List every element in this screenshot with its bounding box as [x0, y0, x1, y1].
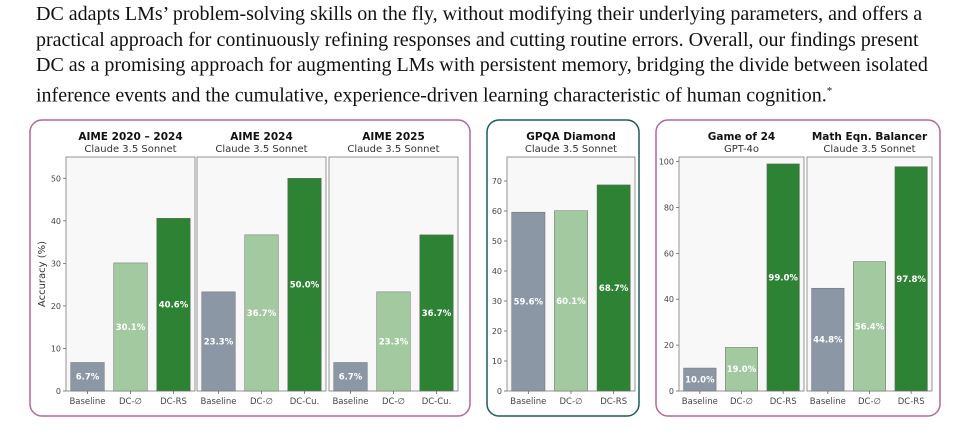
paragraph-text: DC adapts LMs’ problem-solving skills on… — [36, 3, 928, 107]
bar-baseline — [811, 287, 845, 392]
y-axis-label: Accuracy (%) — [37, 241, 48, 307]
bar-baseline — [201, 291, 236, 392]
bar-value-label: 36.7% — [247, 309, 277, 319]
bar-value-label: 40.6% — [159, 301, 189, 311]
chart-subtitle: Claude 3.5 Sonnet — [525, 144, 617, 155]
bar-dc- — [244, 234, 279, 392]
chart-title: Game of 24 — [708, 131, 775, 143]
chart-subtitle: Claude 3.5 Sonnet — [84, 144, 176, 155]
group-box-puzzle — [655, 119, 941, 417]
footnote-marker: * — [826, 84, 833, 97]
bar-value-label: 19.0% — [727, 365, 757, 375]
y-tick-label: 30 — [492, 297, 502, 306]
y-tick-label: 50 — [51, 174, 61, 183]
group-box-gpqa — [486, 119, 640, 417]
x-tick-label: DC-∅ — [560, 397, 583, 407]
x-tick-label: DC-Cu. — [290, 397, 320, 407]
bar-dc-rs — [596, 184, 631, 392]
x-tick-label: Baseline — [200, 397, 236, 407]
y-tick-label: 100 — [659, 158, 674, 167]
x-tick-label: DC-RS — [770, 397, 797, 407]
y-tick-label: 40 — [51, 217, 61, 226]
bar-value-label: 23.3% — [379, 337, 409, 347]
y-tick-label: 10 — [51, 344, 61, 353]
bar-dc- — [853, 261, 886, 392]
bar-value-label: 44.8% — [813, 336, 843, 346]
bar-dc-rs — [894, 166, 928, 392]
x-tick-label: Baseline — [69, 397, 105, 407]
bar-value-label: 30.1% — [116, 323, 146, 333]
y-tick-label: 40 — [664, 295, 674, 304]
y-tick-label: 70 — [492, 177, 502, 186]
y-tick-label: 60 — [664, 249, 674, 258]
chart-title: AIME 2025 — [362, 131, 425, 143]
bar-value-label: 6.7% — [76, 373, 100, 383]
x-tick-label: DC-∅ — [250, 397, 273, 407]
y-tick-label: 60 — [492, 207, 502, 216]
y-tick-label: 0 — [56, 387, 61, 396]
x-tick-label: DC-RS — [160, 397, 187, 407]
x-tick-label: DC-∅ — [858, 397, 881, 407]
x-tick-label: Baseline — [510, 397, 546, 407]
chart-subtitle: GPT-4o — [724, 144, 759, 155]
chart-title: AIME 2024 — [230, 131, 293, 143]
x-tick-label: DC-RS — [898, 397, 925, 407]
bar-dc- — [725, 347, 758, 392]
bar-dc-rs — [156, 218, 191, 392]
bar-value-label: 36.7% — [422, 309, 452, 319]
chart-title: GPQA Diamond — [526, 131, 616, 143]
x-tick-label: Baseline — [682, 397, 718, 407]
body-paragraph: DC adapts LMs’ problem-solving skills on… — [36, 2, 936, 109]
y-tick-label: 20 — [51, 302, 61, 311]
bar-baseline — [70, 362, 105, 392]
x-tick-label: DC-RS — [600, 397, 627, 407]
y-tick-label: 10 — [492, 357, 502, 366]
bar-value-label: 68.7% — [599, 284, 629, 294]
x-tick-label: DC-∅ — [730, 397, 753, 407]
bar-value-label: 50.0% — [290, 281, 320, 291]
bar-value-label: 59.6% — [514, 298, 544, 308]
y-tick-label: 0 — [669, 387, 674, 396]
x-tick-label: DC-Cu. — [422, 397, 452, 407]
bar-dc- — [376, 291, 411, 392]
x-tick-label: DC-∅ — [382, 397, 405, 407]
bar-value-label: 23.3% — [204, 337, 234, 347]
y-tick-label: 50 — [492, 237, 502, 246]
y-tick-label: 40 — [492, 267, 502, 276]
chart-subtitle: Claude 3.5 Sonnet — [823, 144, 915, 155]
bar-dc- — [554, 210, 588, 392]
y-tick-label: 0 — [497, 387, 502, 396]
bar-value-label: 60.1% — [556, 297, 586, 307]
chart-subtitle: Claude 3.5 Sonnet — [347, 144, 439, 155]
bar-baseline — [333, 362, 368, 392]
bar-value-label: 56.4% — [855, 322, 885, 332]
chart-title: Math Eqn. Balancer — [812, 131, 928, 143]
y-tick-label: 80 — [664, 203, 674, 212]
bar-value-label: 99.0% — [768, 273, 798, 283]
bar-value-label: 97.8% — [896, 275, 926, 285]
bar-dc- — [113, 262, 148, 392]
bar-dc-rs — [766, 163, 800, 392]
bar-value-label: 6.7% — [339, 373, 363, 383]
x-tick-label: DC-∅ — [119, 397, 142, 407]
y-tick-label: 20 — [492, 327, 502, 336]
x-tick-label: Baseline — [810, 397, 846, 407]
x-tick-label: Baseline — [332, 397, 368, 407]
y-tick-label: 30 — [51, 259, 61, 268]
bar-value-label: 10.0% — [685, 376, 715, 386]
chart-subtitle: Claude 3.5 Sonnet — [215, 144, 307, 155]
chart-title: AIME 2020 – 2024 — [78, 131, 182, 143]
bar-baseline — [511, 211, 546, 392]
group-box-math — [29, 119, 471, 417]
bar-dc-cu- — [287, 178, 322, 392]
y-tick-label: 20 — [664, 341, 674, 350]
